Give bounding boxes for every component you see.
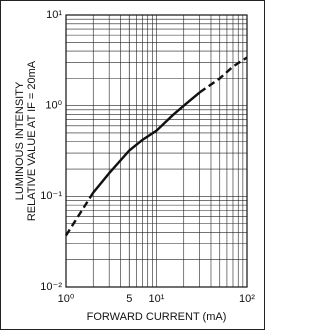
- chart: 10⁻² 10⁻¹ 10⁰ 10¹ 10⁰ 5 10¹ 10² FORWARD CURRENT …: [0, 0, 265, 330]
- x-tick-label: 5: [126, 293, 132, 305]
- y-tick-label: 10⁻¹: [40, 190, 62, 202]
- y-tick-label: 10¹: [46, 9, 62, 21]
- x-axis-label: FORWARD CURRENT (mA): [87, 311, 227, 323]
- y-tick-label: 10⁻²: [40, 281, 62, 293]
- x-tick-label: 10¹: [149, 293, 165, 305]
- y-axis-label: LUMINOUS INTENSITY: [14, 81, 26, 200]
- x-tick-label: 10⁰: [58, 293, 75, 305]
- curve: [198, 56, 248, 94]
- plot-border: [65, 14, 248, 288]
- y-axis-label: RELATIVE VALUE AT IF = 20mA: [26, 60, 38, 221]
- curve: [64, 191, 95, 237]
- x-tick-label: 10²: [239, 293, 255, 305]
- y-tick-label: 10⁰: [45, 100, 62, 112]
- curve: [92, 91, 201, 194]
